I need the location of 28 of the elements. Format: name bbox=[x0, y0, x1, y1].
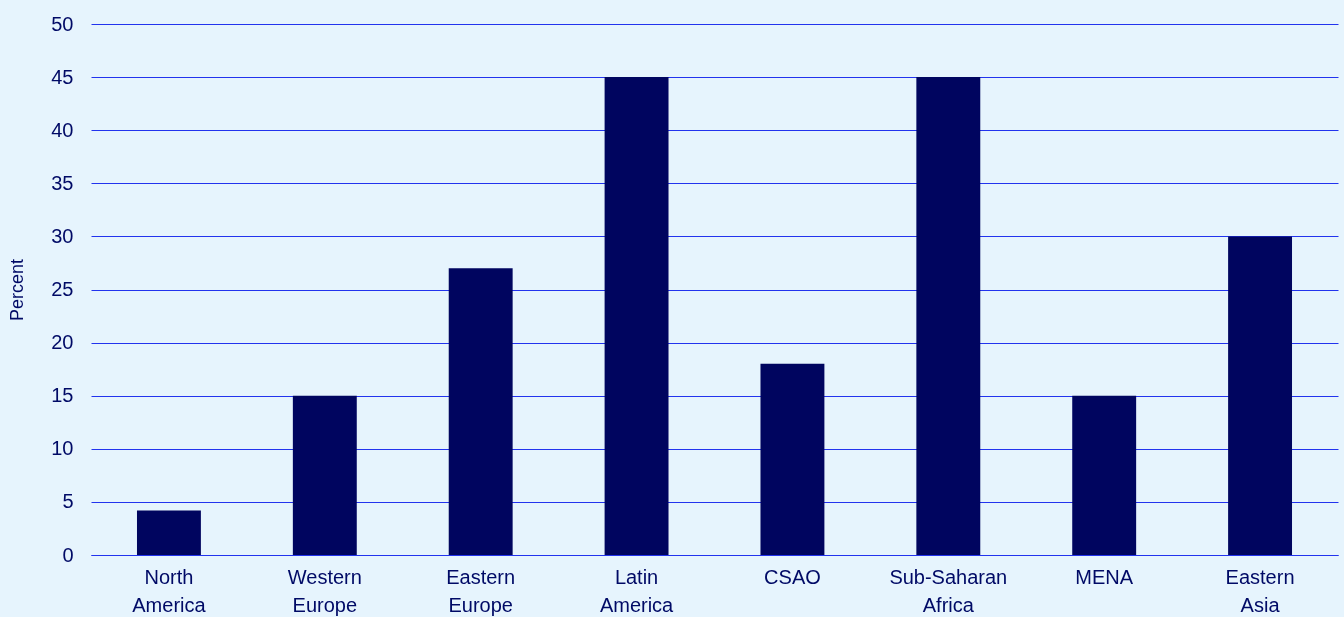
x-tick-label: Western Europe bbox=[287, 565, 362, 616]
y-tick-label: 35 bbox=[51, 171, 74, 194]
y-tick-label: 30 bbox=[51, 224, 74, 247]
bar bbox=[1072, 395, 1137, 555]
y-tick-label: 50 bbox=[51, 12, 74, 35]
bar bbox=[448, 268, 513, 555]
bar bbox=[916, 77, 981, 555]
y-tick-label: 45 bbox=[51, 65, 74, 88]
x-tick-label: MENA bbox=[1075, 565, 1134, 588]
x-tick-label: Sub-Saharan Africa bbox=[889, 565, 1008, 616]
x-tick-label: Eastern Europe bbox=[446, 565, 516, 616]
y-tick-label: 15 bbox=[51, 384, 74, 407]
x-tick-label: CSAO bbox=[764, 565, 821, 588]
bar bbox=[604, 77, 669, 555]
x-tick-label: Eastern Asia bbox=[1225, 565, 1295, 616]
bar bbox=[136, 510, 201, 555]
bar bbox=[292, 395, 357, 555]
y-tick-label: 0 bbox=[62, 543, 74, 566]
y-tick-label: 10 bbox=[51, 437, 74, 460]
y-tick-label: 40 bbox=[51, 118, 74, 141]
y-axis-title: Percent bbox=[7, 258, 28, 322]
x-tick-label: Latin America bbox=[599, 565, 675, 616]
bar bbox=[1228, 236, 1293, 555]
x-tick-label: North America bbox=[132, 565, 207, 616]
y-tick-label: 5 bbox=[62, 490, 74, 513]
bar bbox=[760, 363, 825, 555]
y-tick-label: 25 bbox=[51, 278, 74, 300]
y-tick-label: 20 bbox=[51, 331, 74, 354]
